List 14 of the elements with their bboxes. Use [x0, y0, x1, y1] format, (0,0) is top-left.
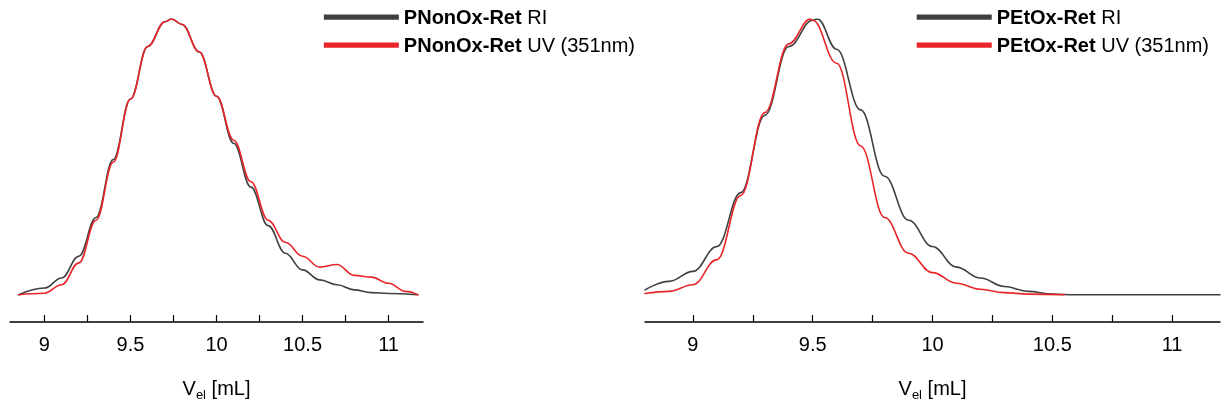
x-tick-label: 9.5 — [798, 333, 827, 355]
legend-label: PEtOx-Ret UV (351nm) — [996, 34, 1210, 56]
x-tick-label: 11 — [1161, 333, 1183, 355]
x-tick-label: 9.5 — [116, 333, 145, 355]
legend-label: PNonOx-Ret RI — [403, 6, 548, 28]
x-tick-label: 10 — [205, 333, 228, 355]
x-tick-label: 9 — [687, 333, 699, 355]
legend-label: PNonOx-Ret UV (351nm) — [403, 34, 636, 56]
x-tick-label: 10 — [921, 333, 944, 355]
x-tick-label: 9 — [38, 333, 50, 355]
x-tick-label: 10.5 — [1032, 333, 1072, 355]
legend-label: PEtOx-Ret RI — [996, 6, 1122, 28]
x-tick-label: 10.5 — [283, 333, 323, 355]
x-tick-label: 11 — [378, 333, 399, 355]
